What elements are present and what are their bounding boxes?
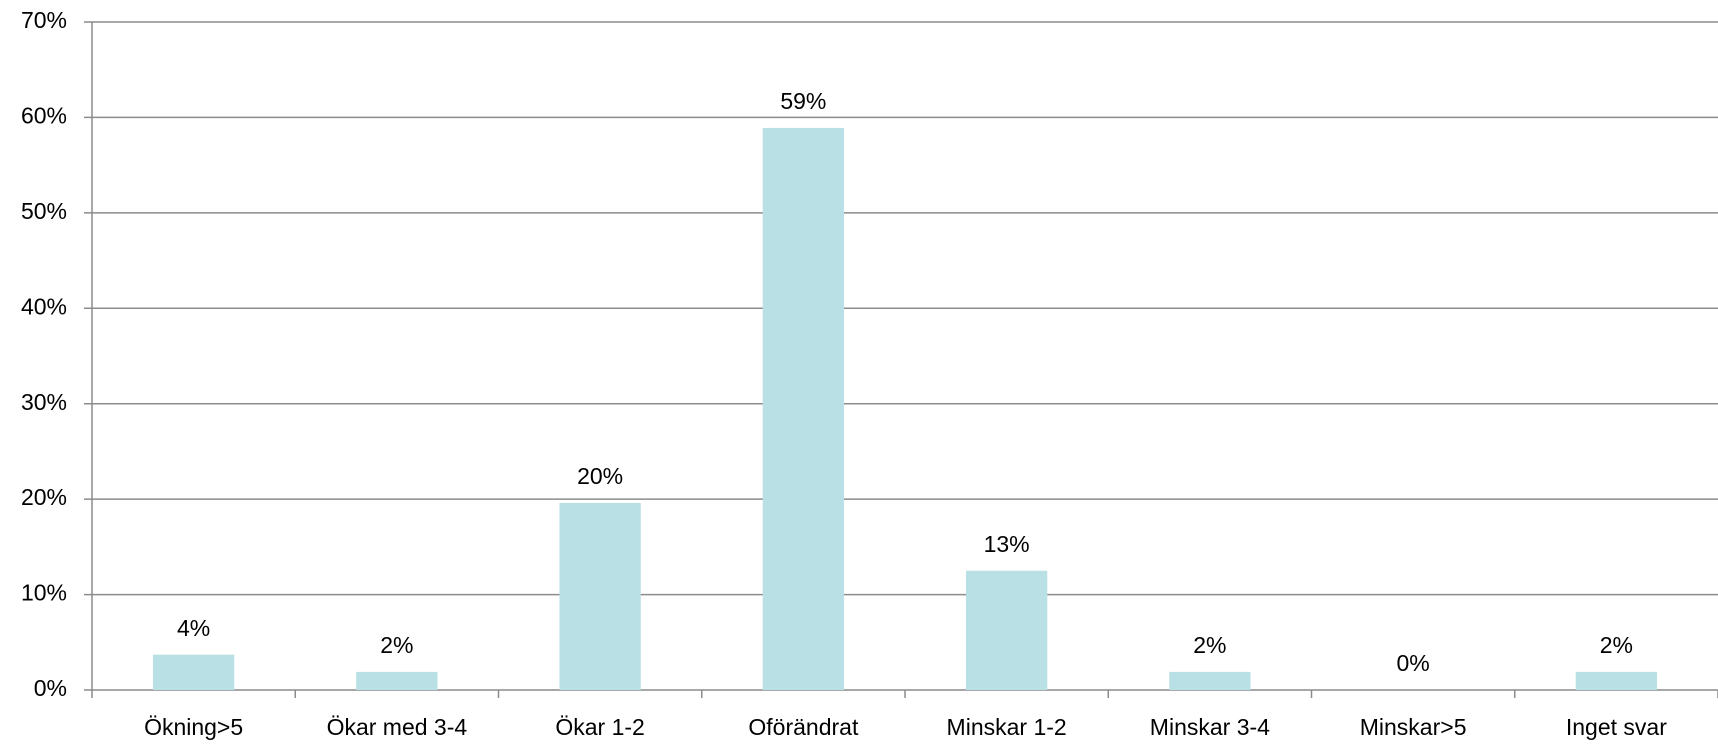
bar [152,654,235,690]
y-tick-label: 20% [21,484,67,510]
data-label: 2% [1600,632,1633,658]
x-tick-label: Inget svar [1566,714,1667,740]
data-label: 0% [1397,650,1430,676]
bar [762,127,845,690]
data-label: 59% [780,88,826,114]
y-tick-label: 50% [21,198,67,224]
y-tick-label: 30% [21,389,67,415]
y-tick-label: 10% [21,580,67,606]
bar [965,570,1048,690]
x-tick-label: Minskar 3-4 [1150,714,1270,740]
x-tick-label: Ökar 1-2 [555,714,644,740]
y-tick-label: 40% [21,293,67,319]
y-tick-label: 70% [21,7,67,33]
x-tick-label: Minskar 1-2 [947,714,1067,740]
x-tick-label: Oförändrat [748,714,859,740]
bar [559,502,641,690]
y-tick-label: 60% [21,103,67,129]
x-tick-label: Minskar>5 [1360,714,1467,740]
x-tick-label: Ökning>5 [144,714,243,740]
data-label: 13% [984,531,1030,557]
bar [1575,671,1658,690]
data-label: 4% [177,615,210,641]
data-label: 2% [1193,632,1226,658]
data-label: 20% [577,463,623,489]
data-label: 2% [380,632,413,658]
x-tick-label: Ökar med 3-4 [327,714,468,740]
bar [356,671,438,690]
y-tick-label: 0% [34,675,67,701]
bar [1169,671,1251,690]
